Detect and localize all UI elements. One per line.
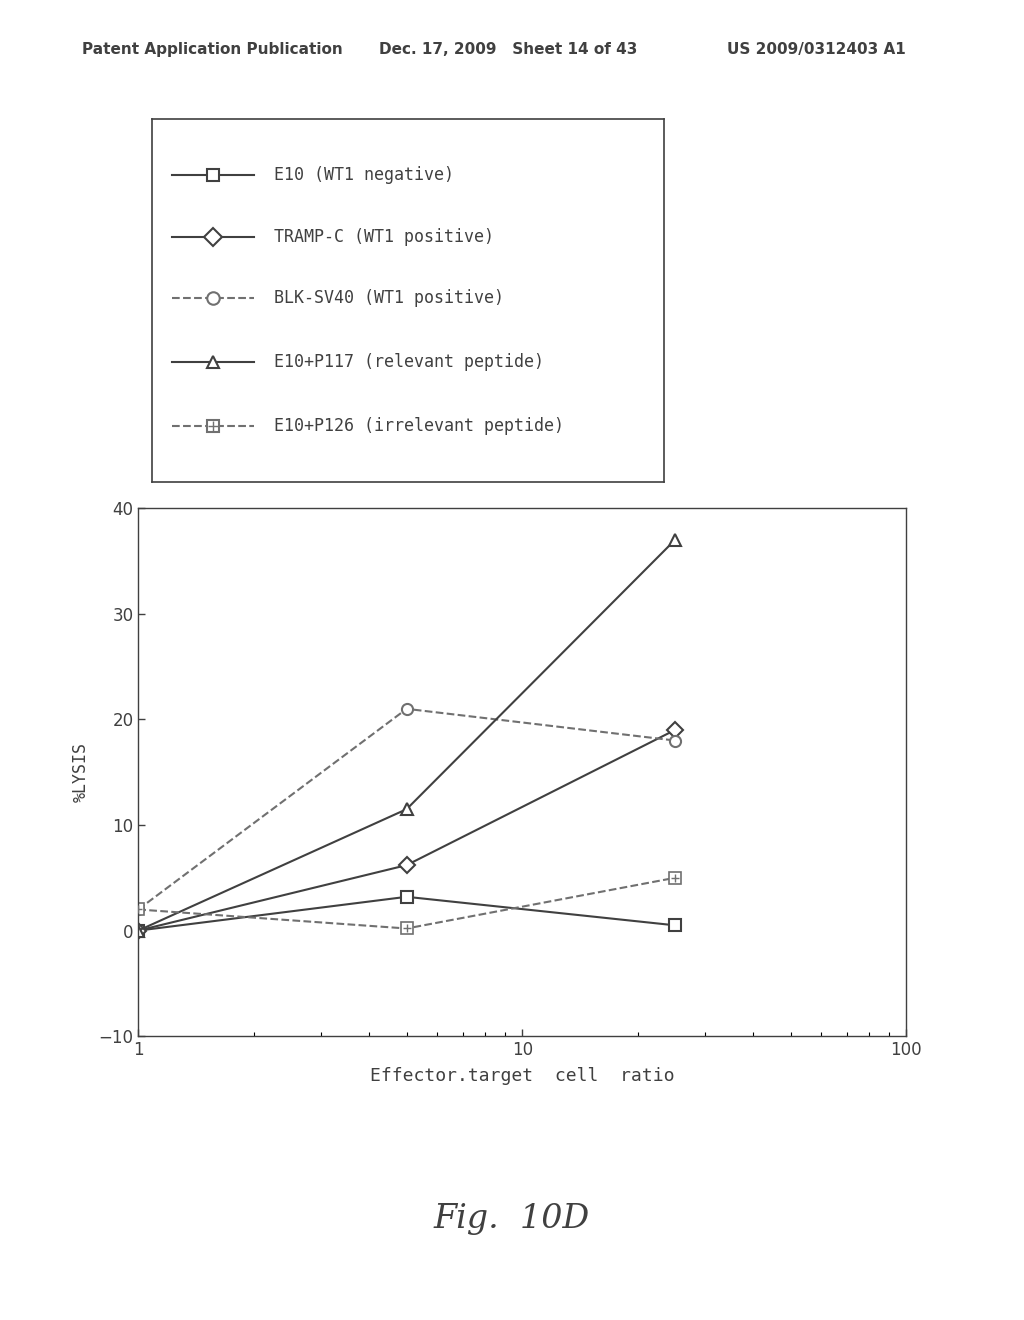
Text: Dec. 17, 2009   Sheet 14 of 43: Dec. 17, 2009 Sheet 14 of 43 (379, 42, 637, 57)
Y-axis label: %LYSIS: %LYSIS (72, 742, 90, 803)
Text: Fig.  10D: Fig. 10D (434, 1203, 590, 1234)
Text: BLK-SV40 (WT1 positive): BLK-SV40 (WT1 positive) (274, 289, 505, 308)
Text: E10+P117 (relevant peptide): E10+P117 (relevant peptide) (274, 352, 545, 371)
Text: TRAMP-C (WT1 positive): TRAMP-C (WT1 positive) (274, 228, 495, 246)
Text: US 2009/0312403 A1: US 2009/0312403 A1 (727, 42, 906, 57)
Text: E10 (WT1 negative): E10 (WT1 negative) (274, 166, 455, 183)
X-axis label: Effector.target  cell  ratio: Effector.target cell ratio (370, 1068, 675, 1085)
Text: E10+P126 (irrelevant peptide): E10+P126 (irrelevant peptide) (274, 417, 564, 434)
Text: Patent Application Publication: Patent Application Publication (82, 42, 343, 57)
